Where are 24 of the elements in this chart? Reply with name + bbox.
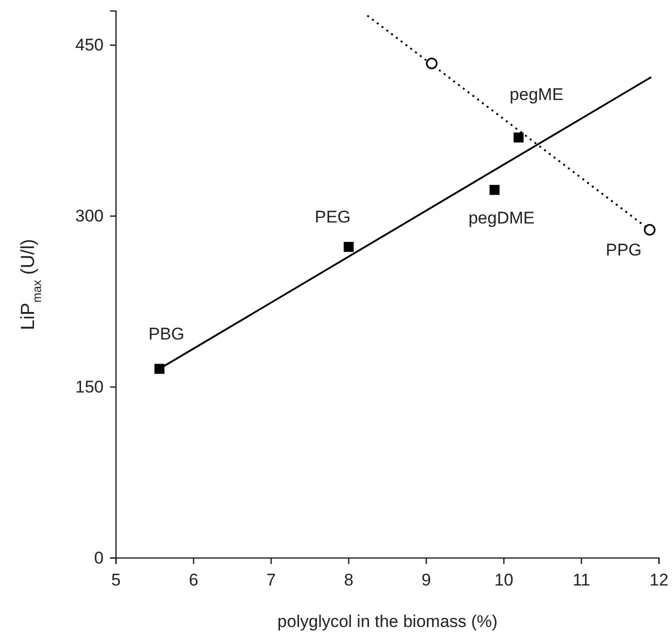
x-tick-label: 7 — [266, 570, 276, 590]
point — [344, 242, 354, 252]
x-tick-label: 8 — [344, 570, 354, 590]
x-tick-label: 5 — [111, 570, 121, 590]
x-tick-label: 12 — [650, 570, 668, 590]
point — [490, 184, 500, 195]
x-axis-title: polyglycol in the biomass (%) — [277, 612, 498, 631]
x-tick-label: 10 — [494, 570, 514, 590]
annotation: PEG — [314, 207, 351, 226]
y-tick-label: 150 — [75, 378, 104, 397]
y-tick-label: 300 — [75, 206, 104, 226]
point — [154, 364, 164, 374]
x-tick-label: 6 — [188, 570, 198, 590]
point — [426, 58, 438, 70]
point — [514, 132, 524, 142]
annotation: pegME — [510, 84, 564, 104]
x-tick-label: 9 — [422, 570, 432, 590]
point — [644, 224, 656, 236]
annotation: PBG — [148, 324, 184, 344]
y-tick-label: 450 — [75, 36, 104, 55]
y-tick-label: 0 — [94, 548, 104, 568]
annotation: pegDME — [468, 208, 535, 228]
x-tick-label: 11 — [572, 570, 590, 590]
annotation: PPG — [606, 240, 642, 260]
